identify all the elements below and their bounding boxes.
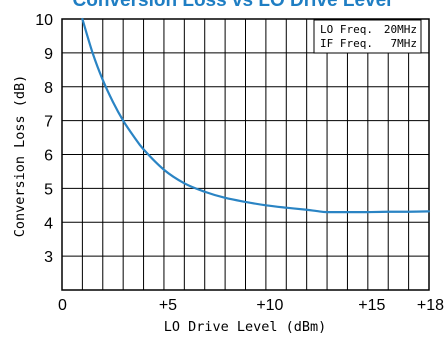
series-line [81,17,431,214]
y-tick-label: 8 [44,80,53,97]
series-layer [81,17,431,214]
y-axis-label: Conversion Loss (dB) [12,75,28,238]
y-tick-label: 5 [44,181,53,198]
x-tick-label: +15 [358,297,385,314]
legend-value: 7MHz [391,37,418,50]
y-tick-label: 9 [44,46,53,63]
y-tick-label: 3 [44,249,53,266]
x-tick-label: +18 [417,297,444,314]
x-tick-labels: 0 +5 +10 +15 +18 [58,297,444,314]
legend-box [313,19,422,54]
x-axis-label: LO Drive Level (dBm) [164,319,327,335]
y-tick-label: 7 [44,114,53,131]
legend-label: IF Freq. [320,37,373,50]
y-tick-label: 4 [44,215,53,232]
x-tick-label: +5 [159,297,177,314]
plot-frame [61,18,430,291]
y-tick-label: 6 [44,148,53,165]
legend-value: 20MHz [384,23,417,36]
x-tick-label: +10 [256,297,283,314]
x-tick-label: 0 [58,297,67,314]
legend-label: LO Freq. [320,23,373,36]
chart-title: Conversion Loss vs LO Drive Level [73,0,392,11]
y-tick-labels: 3 4 5 6 7 8 9 10 [35,12,53,266]
legend: LO Freq. 20MHz IF Freq. 7MHz [313,19,422,54]
y-tick-label: 10 [35,12,53,29]
grid [61,18,430,291]
